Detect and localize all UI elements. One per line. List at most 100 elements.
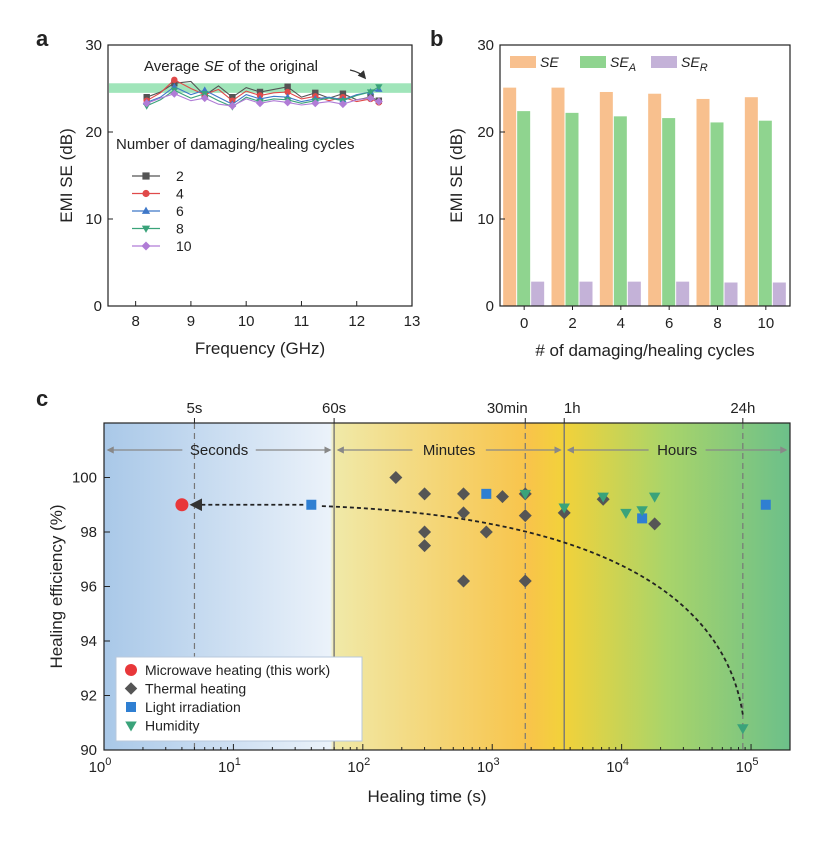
y-tick-label: 98 xyxy=(80,524,97,541)
point-light xyxy=(637,513,648,524)
y-tick-label: 20 xyxy=(477,124,494,141)
legend-label-main: SE xyxy=(681,54,700,70)
bar-SE-10 xyxy=(744,97,758,306)
legend-label-10: 10 xyxy=(176,238,192,254)
y-tick-label: 90 xyxy=(80,742,97,759)
series-point-2 xyxy=(229,94,236,101)
x-tick-base: 10 xyxy=(347,759,364,776)
x-tick-base: 10 xyxy=(606,759,623,776)
y-tick-label: 0 xyxy=(94,298,102,315)
x-axis-label: Healing time (s) xyxy=(367,787,486,806)
series-point-2 xyxy=(339,90,347,97)
bar-SEA-2 xyxy=(565,112,579,306)
top-tick-label-24h: 24h xyxy=(730,400,755,417)
legend-label-SE: SE xyxy=(540,54,559,70)
point-thermal xyxy=(518,509,532,523)
point-thermal xyxy=(418,539,432,553)
series-point-10 xyxy=(374,97,383,106)
y-tick-label: 10 xyxy=(85,211,102,228)
panel-b-letter: b xyxy=(430,26,443,51)
legend-label-main: SE xyxy=(610,54,629,70)
plot-frame xyxy=(107,44,413,307)
region-label-Hours: Hours xyxy=(657,442,697,459)
series-point-10 xyxy=(228,101,237,110)
legend-marker-1 xyxy=(124,682,138,695)
y-tick-label: 94 xyxy=(80,633,97,650)
x-tick-label: 10 xyxy=(238,313,255,330)
legend-marker-3 xyxy=(125,721,137,732)
legend-swatch-SEA xyxy=(580,56,606,68)
x-tick-label: 13 xyxy=(404,313,421,330)
plot-frame xyxy=(499,44,791,307)
bar-SEA-0 xyxy=(517,111,531,307)
x-tick-label: 2 xyxy=(568,315,576,332)
series-point-2 xyxy=(312,89,319,97)
band-label-pre: Average xyxy=(144,58,204,75)
x-axis-label: Frequency (GHz) xyxy=(195,339,325,358)
legend-label-3: Humidity xyxy=(145,718,199,734)
panel-a-chart: Average SE of the original 8 9 10 11 12 13 0 10 2… xyxy=(57,37,420,358)
panel-a-letter: a xyxy=(36,26,49,51)
series-point-10 xyxy=(142,99,151,108)
bar-SE-6 xyxy=(648,93,662,306)
legend-swatch-SER xyxy=(651,56,677,68)
point-thermal xyxy=(518,574,532,588)
legend-marker-6 xyxy=(141,206,151,214)
point-thermal xyxy=(457,574,471,588)
bar-SE-4 xyxy=(599,91,613,306)
x-tick-base: 10 xyxy=(218,759,235,776)
x-tick-exp: 4 xyxy=(623,756,629,768)
bar-SER-6 xyxy=(676,281,690,306)
y-axis-label: EMI SE (dB) xyxy=(447,128,466,222)
y-tick-label: 20 xyxy=(85,124,102,141)
series-point-10 xyxy=(338,100,347,109)
point-light xyxy=(481,488,492,499)
legend-label-sub: R xyxy=(700,62,708,74)
series-point-2 xyxy=(256,88,264,96)
point-humidity xyxy=(737,724,749,735)
x-tick-label: 11 xyxy=(294,313,310,330)
bar-SEA-8 xyxy=(710,122,724,307)
x-tick-label: 101 xyxy=(218,756,241,776)
x-tick-label: 4 xyxy=(617,315,625,332)
y-tick-label: 10 xyxy=(477,211,494,228)
top-tick-label-1h: 1h xyxy=(564,400,581,417)
series-point-10 xyxy=(256,99,264,108)
band-label-post: of the original xyxy=(224,58,318,75)
region-label-Seconds: Seconds xyxy=(190,442,248,459)
x-axis-label: # of damaging/healing cycles xyxy=(535,341,754,360)
x-tick-label: 102 xyxy=(347,756,370,776)
series-point-10 xyxy=(200,94,209,103)
point-thermal xyxy=(457,487,471,501)
y-tick-label: 30 xyxy=(85,37,102,54)
series-point-4 xyxy=(284,88,291,96)
legend-box xyxy=(115,656,363,742)
top-tick-label-30min: 30min xyxy=(487,400,528,417)
point-humidity xyxy=(620,508,632,519)
y-tick-label: 30 xyxy=(477,37,494,54)
band-arrow xyxy=(349,69,367,80)
point-humidity xyxy=(648,492,661,503)
point-thermal xyxy=(418,487,432,501)
top-tick-label-5s: 5s xyxy=(187,400,203,417)
x-tick-label: 8 xyxy=(713,315,721,332)
y-tick-label: 0 xyxy=(486,298,494,315)
legend-label-1: Thermal heating xyxy=(145,681,246,697)
y-axis-label: EMI SE (dB) xyxy=(57,128,76,222)
legend-marker-2 xyxy=(126,702,136,712)
x-tick-label: 10 xyxy=(757,315,774,332)
legend-label-SER: SER xyxy=(681,54,708,74)
point-humidity xyxy=(636,506,648,517)
legend-swatch-SE xyxy=(510,56,536,68)
point-thermal xyxy=(495,490,509,504)
point-microwave xyxy=(175,498,189,512)
point-thermal xyxy=(479,525,493,539)
x-tick-label: 12 xyxy=(348,313,365,330)
legend-label-0: Microwave heating (this work) xyxy=(145,662,330,678)
series-point-8 xyxy=(375,84,383,91)
point-light xyxy=(306,499,317,510)
panel-c-letter: c xyxy=(36,386,48,411)
legend-marker-8 xyxy=(141,225,151,233)
legend-label-8: 8 xyxy=(176,221,184,237)
